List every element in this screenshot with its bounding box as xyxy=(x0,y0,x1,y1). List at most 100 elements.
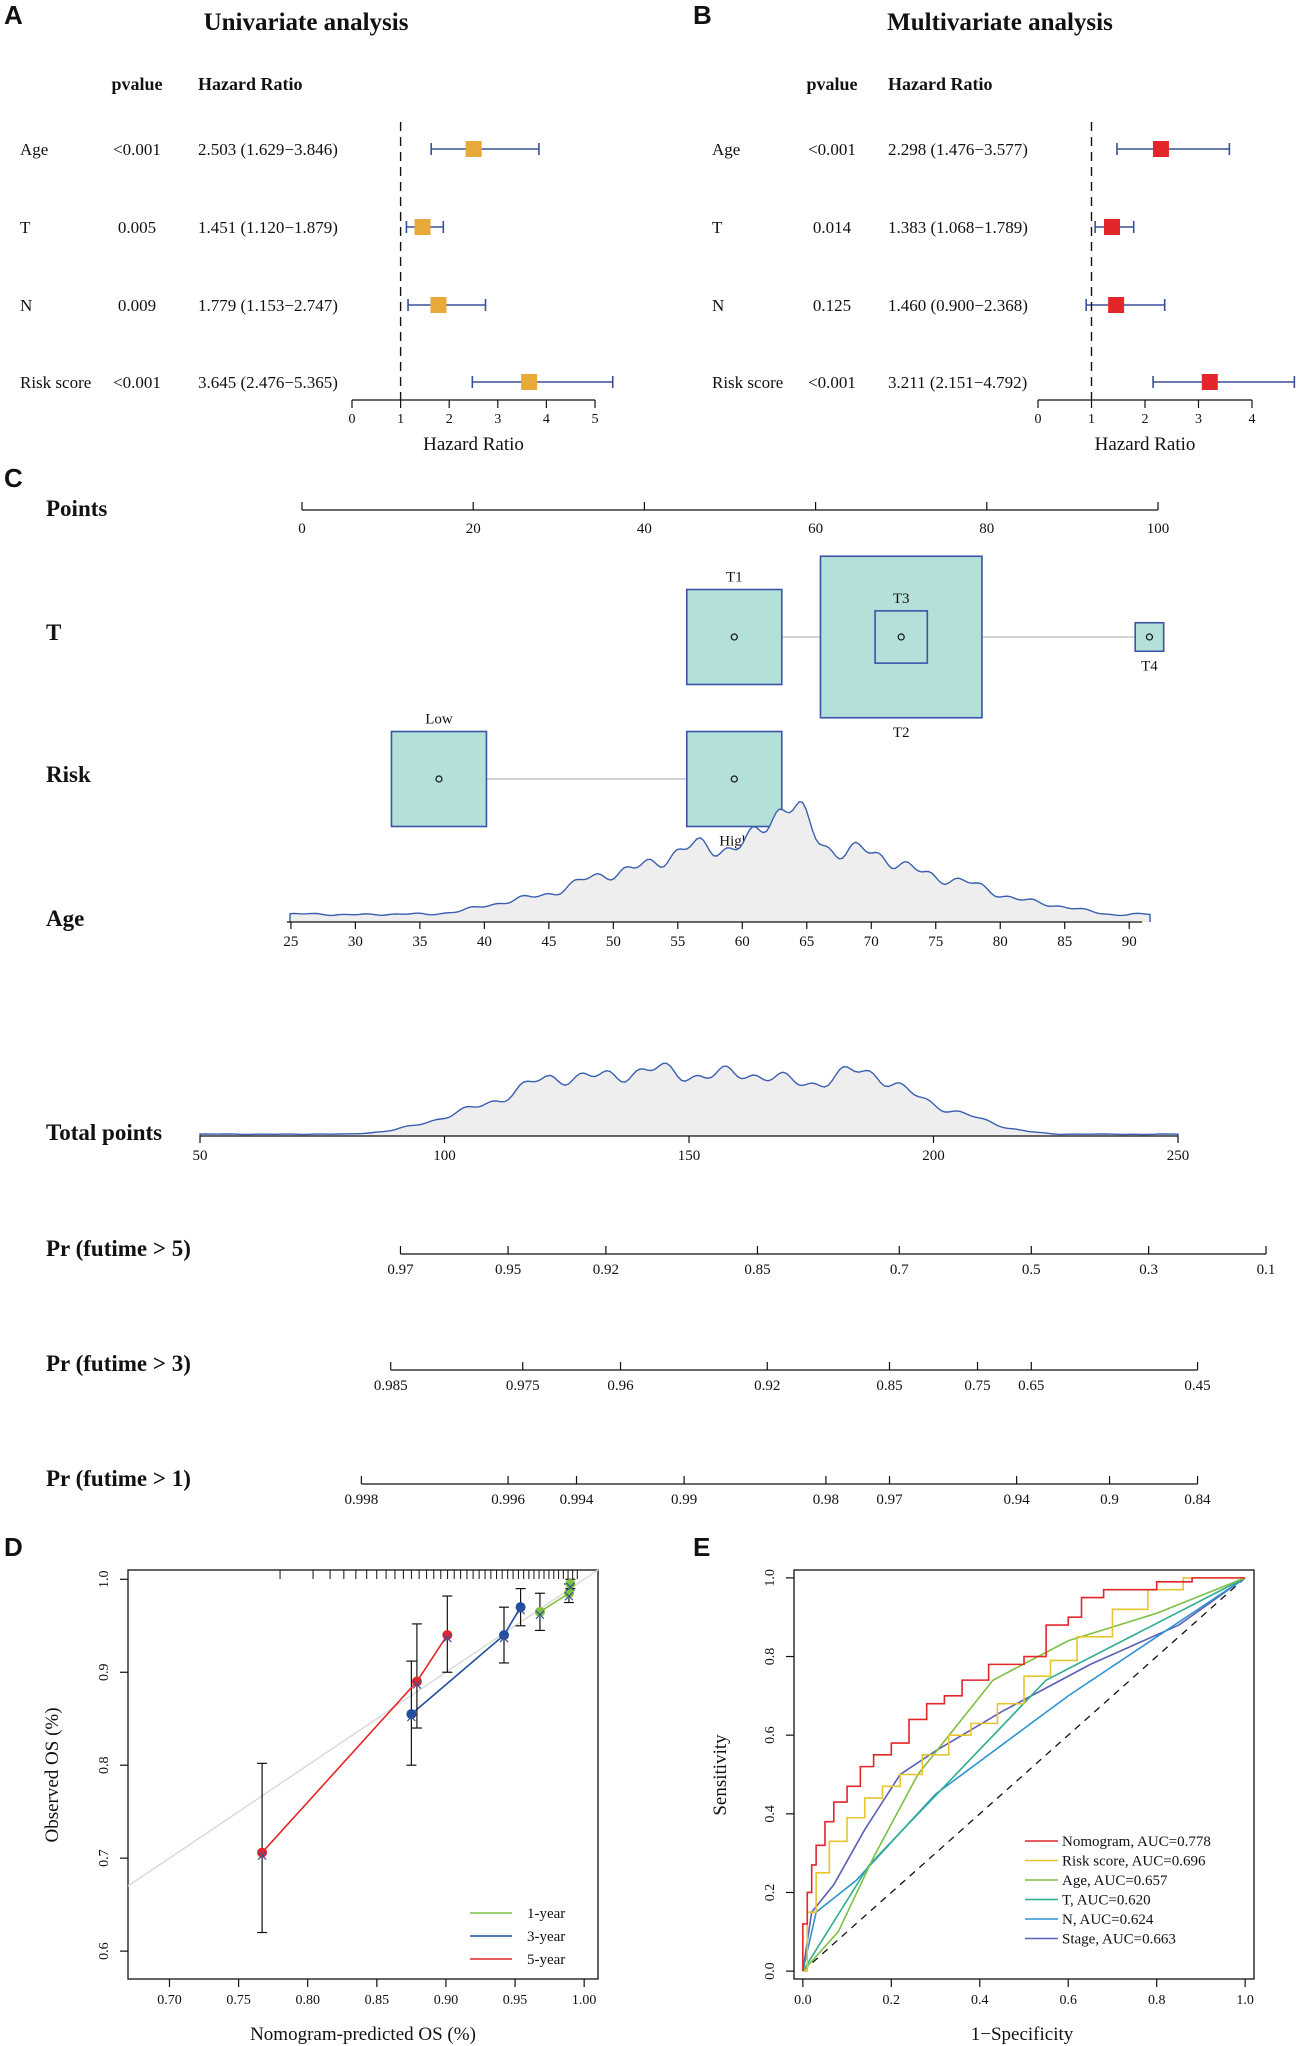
calib-x-marker xyxy=(442,1633,452,1643)
nom-pr3-tick-label: 0.75 xyxy=(964,1378,990,1394)
roc-curve xyxy=(802,1577,1246,1972)
forest-b-row-label: N xyxy=(712,296,724,315)
nom-pr5-tick-label: 0.3 xyxy=(1139,1262,1158,1278)
nom-pr1-tick-label: 0.994 xyxy=(560,1492,594,1508)
nom-age-tick-label: 90 xyxy=(1122,934,1137,950)
calib-x-marker xyxy=(499,1633,509,1643)
roc-legend-label: Age, AUC=0.657 xyxy=(1062,1873,1168,1889)
nom-pr1-tick-label: 0.84 xyxy=(1184,1492,1211,1508)
forest-a-x-tick-label: 4 xyxy=(543,412,550,427)
nom-t-box xyxy=(874,610,929,664)
nom-points-tick-label: 100 xyxy=(1147,521,1170,537)
calib-point xyxy=(411,1676,422,1687)
calib-x-tick-label: 0.75 xyxy=(226,1993,251,2008)
forest-b-row-pvalue: <0.001 xyxy=(808,140,856,159)
nom-points-tick-label: 80 xyxy=(979,521,994,537)
forest-a-row-label: T xyxy=(20,218,31,237)
roc-y-label: Sensitivity xyxy=(710,1734,731,1816)
nom-total-points-tick-label: 250 xyxy=(1167,1148,1190,1164)
calib-y-tick-label: 0.9 xyxy=(97,1664,112,1682)
nom-pr1-tick-label: 0.97 xyxy=(876,1492,903,1508)
roc-legend-label: Risk score, AUC=0.696 xyxy=(1062,1854,1206,1870)
forest-b-row-label: Age xyxy=(712,140,740,159)
forest-b-hr-marker xyxy=(1201,374,1218,390)
nom-t-level-label: T1 xyxy=(726,570,743,586)
nom-risk-box-dot xyxy=(435,775,443,783)
forest-b-row-pvalue: <0.001 xyxy=(808,373,856,392)
forest-a-col-hr: Hazard Ratio xyxy=(198,74,302,94)
nom-age-tick-label: 80 xyxy=(993,934,1008,950)
nom-total-points-tick-label: 50 xyxy=(193,1148,208,1164)
nom-risk-label: Risk xyxy=(46,762,91,787)
nom-pr5-tick-label: 0.85 xyxy=(744,1262,770,1278)
nom-t-box-dot xyxy=(897,633,905,641)
roc-y-tick-label: 0.2 xyxy=(763,1884,778,1902)
nom-risk-box xyxy=(685,730,783,828)
roc-y-tick-label: 0.0 xyxy=(763,1962,778,1980)
roc-curve xyxy=(802,1577,1246,1972)
nom-age-tick-label: 50 xyxy=(606,934,621,950)
nom-total-points-label: Total points xyxy=(46,1120,162,1145)
nom-age-label: Age xyxy=(46,906,84,931)
nom-age-tick-label: 25 xyxy=(283,934,298,950)
roc-curve xyxy=(802,1577,1246,1972)
forest-a-x-tick-label: 2 xyxy=(446,412,453,427)
nom-age-tick-label: 60 xyxy=(735,934,750,950)
roc-curve xyxy=(802,1577,1246,1972)
calib-point xyxy=(565,1578,576,1589)
calib-y-label: Observed OS (%) xyxy=(42,1707,63,1842)
calib-x-marker xyxy=(406,1712,416,1722)
nom-pr3-tick-label: 0.65 xyxy=(1018,1378,1044,1394)
forest-a-x-tick-label: 0 xyxy=(349,412,356,427)
forest-a-title: Univariate analysis xyxy=(204,9,409,36)
forest-a-hr-marker xyxy=(430,297,447,313)
nom-age-tick-label: 45 xyxy=(541,934,556,950)
nom-total-points-tick-label: 150 xyxy=(678,1148,701,1164)
nom-risk-level-label: Low xyxy=(425,712,453,728)
nom-pr1-tick-label: 0.998 xyxy=(344,1492,378,1508)
calib-x-tick-label: 0.80 xyxy=(295,1993,320,2008)
forest-b-col-hr: Hazard Ratio xyxy=(888,74,992,94)
calib-x-marker xyxy=(412,1680,422,1689)
nom-t-box xyxy=(1134,621,1165,653)
forest-b-x-tick-label: 0 xyxy=(1035,412,1042,427)
forest-a-col-pvalue: pvalue xyxy=(111,74,162,94)
calib-point xyxy=(499,1630,509,1641)
nom-age-density xyxy=(289,800,1151,922)
nom-pr5-tick-label: 0.92 xyxy=(593,1262,619,1278)
roc-x-tick-label: 1.0 xyxy=(1236,1993,1254,2008)
roc-y-tick-label: 1.0 xyxy=(763,1569,778,1587)
calib-point xyxy=(515,1602,526,1613)
roc-x-tick-label: 0.0 xyxy=(794,1993,812,2008)
roc-x-tick-label: 0.2 xyxy=(883,1993,901,2008)
roc-x-tick-label: 0.6 xyxy=(1059,1993,1077,2008)
nom-pr5-tick-label: 0.7 xyxy=(890,1262,909,1278)
calib-legend-label: 1-year xyxy=(527,1906,565,1922)
roc-y-tick-label: 0.6 xyxy=(763,1726,778,1744)
forest-a-hr-marker xyxy=(414,219,431,235)
forest-a-row-pvalue: 0.005 xyxy=(118,218,156,237)
nom-age-tick-label: 35 xyxy=(412,934,427,950)
forest-b-hr-marker xyxy=(1103,219,1120,235)
nom-pr3-tick-label: 0.92 xyxy=(754,1378,780,1394)
calib-point xyxy=(257,1847,268,1858)
forest-a-row-hr-text: 2.503 (1.629−3.846) xyxy=(198,140,338,159)
roc-legend-label: T, AUC=0.620 xyxy=(1062,1893,1151,1909)
nom-pr1-tick-label: 0.94 xyxy=(1004,1492,1031,1508)
panel-letter-d: D xyxy=(4,1532,23,1562)
nom-pr3-tick-label: 0.85 xyxy=(876,1378,902,1394)
forest-b-row-label: T xyxy=(712,218,723,237)
roc-diagonal xyxy=(802,1577,1246,1972)
calib-legend-label: 5-year xyxy=(527,1952,565,1968)
nom-t-box xyxy=(685,588,783,686)
calib-x-marker xyxy=(564,1591,574,1601)
nom-t-box-dot xyxy=(730,633,738,641)
forest-b-hr-marker xyxy=(1108,297,1125,313)
nom-pr3-tick-label: 0.96 xyxy=(607,1378,634,1394)
calib-y-tick-label: 0.7 xyxy=(97,1849,112,1867)
nom-pr1-tick-label: 0.9 xyxy=(1100,1492,1119,1508)
forest-a-row-hr-text: 1.451 (1.120−1.879) xyxy=(198,218,338,237)
calib-ideal-line xyxy=(127,1569,599,1887)
forest-b-hr-marker xyxy=(1152,141,1169,157)
